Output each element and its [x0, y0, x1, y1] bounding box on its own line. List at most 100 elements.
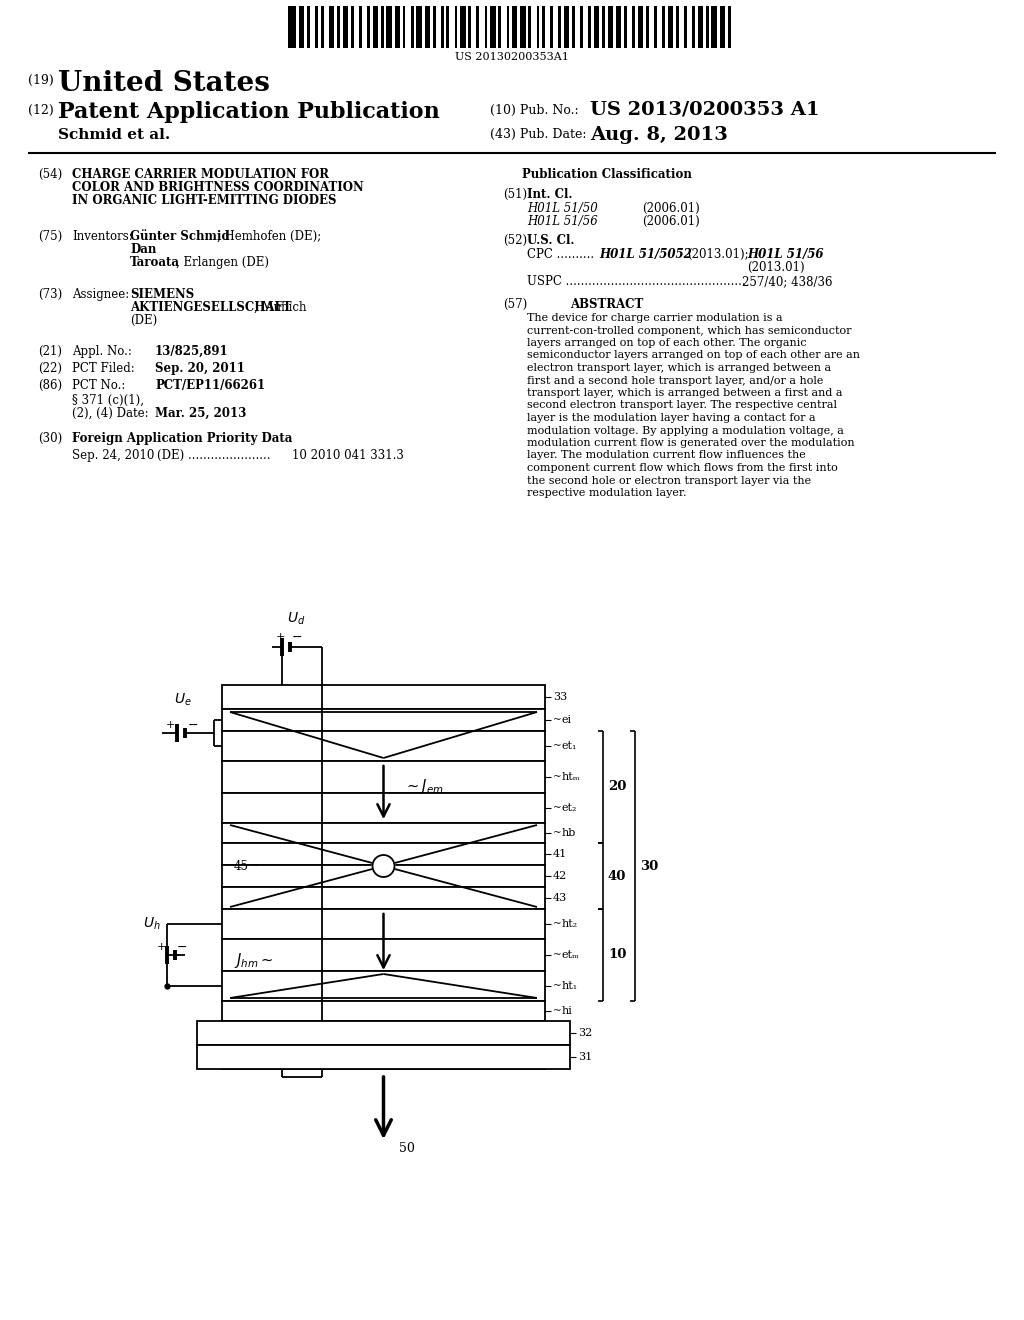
- Text: ~: ~: [553, 982, 562, 990]
- Bar: [468, 7, 471, 48]
- Bar: [446, 7, 450, 48]
- Bar: [222, 793, 545, 822]
- Text: htₘ: htₘ: [562, 772, 581, 781]
- Text: CPC ..........: CPC ..........: [527, 248, 594, 261]
- Text: 10: 10: [608, 949, 627, 961]
- Bar: [394, 7, 400, 48]
- Text: $U_d$: $U_d$: [287, 611, 305, 627]
- Text: U.S. Cl.: U.S. Cl.: [527, 234, 574, 247]
- Text: −: −: [292, 631, 302, 644]
- Bar: [615, 7, 622, 48]
- Text: Aug. 8, 2013: Aug. 8, 2013: [590, 125, 728, 144]
- Bar: [499, 7, 501, 48]
- Text: SIEMENS: SIEMENS: [130, 288, 195, 301]
- Bar: [351, 7, 353, 48]
- Text: (54): (54): [38, 168, 62, 181]
- Text: ~: ~: [553, 804, 562, 813]
- Bar: [337, 7, 340, 48]
- Text: (2), (4) Date:: (2), (4) Date:: [72, 407, 148, 420]
- Bar: [594, 7, 599, 48]
- Bar: [441, 7, 443, 48]
- Bar: [668, 7, 673, 48]
- Text: , Hemhofen (DE);: , Hemhofen (DE);: [217, 230, 322, 243]
- Text: (52): (52): [503, 234, 527, 247]
- Bar: [537, 7, 540, 48]
- Text: 43: 43: [553, 894, 567, 903]
- Text: (21): (21): [38, 345, 62, 358]
- Bar: [692, 7, 695, 48]
- Text: (51): (51): [503, 187, 527, 201]
- Text: first and a second hole transport layer, and/or a hole: first and a second hole transport layer,…: [527, 375, 823, 385]
- Text: ~: ~: [250, 859, 260, 873]
- Bar: [343, 7, 348, 48]
- Text: (2013.01);: (2013.01);: [687, 248, 749, 261]
- Text: Inventors:: Inventors:: [72, 230, 133, 243]
- Text: 42: 42: [553, 871, 567, 880]
- Text: Appl. No.:: Appl. No.:: [72, 345, 132, 358]
- Text: Int. Cl.: Int. Cl.: [527, 187, 572, 201]
- Bar: [624, 7, 627, 48]
- Text: AKTIENGESELLSCHAFT: AKTIENGESELLSCHAFT: [130, 301, 292, 314]
- Bar: [507, 7, 509, 48]
- Text: $J_{hm}\sim$: $J_{hm}\sim$: [234, 950, 273, 969]
- Text: PCT No.:: PCT No.:: [72, 379, 125, 392]
- Text: component current flow which flows from the first into: component current flow which flows from …: [527, 463, 838, 473]
- Bar: [329, 7, 335, 48]
- Bar: [663, 7, 665, 48]
- Text: Günter Schmid: Günter Schmid: [130, 230, 229, 243]
- Text: +: +: [157, 942, 166, 952]
- Text: 40: 40: [608, 870, 627, 883]
- Text: Patent Application Publication: Patent Application Publication: [58, 102, 439, 123]
- Text: PCT Filed:: PCT Filed:: [72, 362, 135, 375]
- Text: 33: 33: [553, 692, 567, 702]
- Text: −: −: [177, 940, 187, 953]
- Bar: [386, 7, 392, 48]
- Text: (22): (22): [38, 362, 62, 375]
- Text: ~: ~: [553, 772, 562, 781]
- Text: (43) Pub. Date:: (43) Pub. Date:: [490, 128, 587, 141]
- Text: Schmid et al.: Schmid et al.: [58, 128, 170, 143]
- Text: layer. The modulation current flow influences the: layer. The modulation current flow influ…: [527, 450, 806, 461]
- Bar: [520, 7, 525, 48]
- Bar: [589, 7, 591, 48]
- Text: H01L 51/56: H01L 51/56: [527, 215, 598, 228]
- Text: et₁: et₁: [562, 741, 578, 751]
- Text: ABSTRACT: ABSTRACT: [570, 298, 644, 312]
- Bar: [712, 7, 717, 48]
- Bar: [222, 972, 545, 1001]
- Text: , Erlangen (DE): , Erlangen (DE): [176, 256, 269, 269]
- Text: COLOR AND BRIGHTNESS COORDINATION: COLOR AND BRIGHTNESS COORDINATION: [72, 181, 364, 194]
- Bar: [728, 7, 730, 48]
- Text: (57): (57): [503, 298, 527, 312]
- Text: layer is the modulation layer having a contact for a: layer is the modulation layer having a c…: [527, 413, 816, 422]
- Bar: [460, 7, 466, 48]
- Bar: [654, 7, 656, 48]
- Bar: [646, 7, 648, 48]
- Text: (10) Pub. No.:: (10) Pub. No.:: [490, 104, 579, 117]
- Text: (19): (19): [28, 74, 53, 87]
- Text: Mar. 25, 2013: Mar. 25, 2013: [155, 407, 247, 420]
- Bar: [638, 7, 643, 48]
- Bar: [402, 7, 406, 48]
- Bar: [411, 7, 414, 48]
- Text: (75): (75): [38, 230, 62, 243]
- Text: +: +: [276, 632, 286, 642]
- Text: second electron transport layer. The respective central: second electron transport layer. The res…: [527, 400, 837, 411]
- Text: 13/825,891: 13/825,891: [155, 345, 228, 358]
- Text: hi: hi: [562, 1006, 572, 1016]
- Bar: [602, 7, 605, 48]
- Text: 50: 50: [398, 1143, 415, 1155]
- Text: Taroata: Taroata: [130, 256, 180, 269]
- Text: ~: ~: [553, 742, 562, 751]
- Text: PCT/EP11/66261: PCT/EP11/66261: [155, 379, 265, 392]
- Text: 30: 30: [640, 859, 658, 873]
- Bar: [564, 7, 569, 48]
- Bar: [222, 731, 545, 762]
- Bar: [222, 709, 545, 731]
- Text: $U_e$: $U_e$: [174, 692, 191, 708]
- Text: CHARGE CARRIER MODULATION FOR: CHARGE CARRIER MODULATION FOR: [72, 168, 329, 181]
- Bar: [607, 7, 613, 48]
- Bar: [381, 7, 384, 48]
- Bar: [373, 7, 378, 48]
- Text: (2006.01): (2006.01): [642, 202, 699, 215]
